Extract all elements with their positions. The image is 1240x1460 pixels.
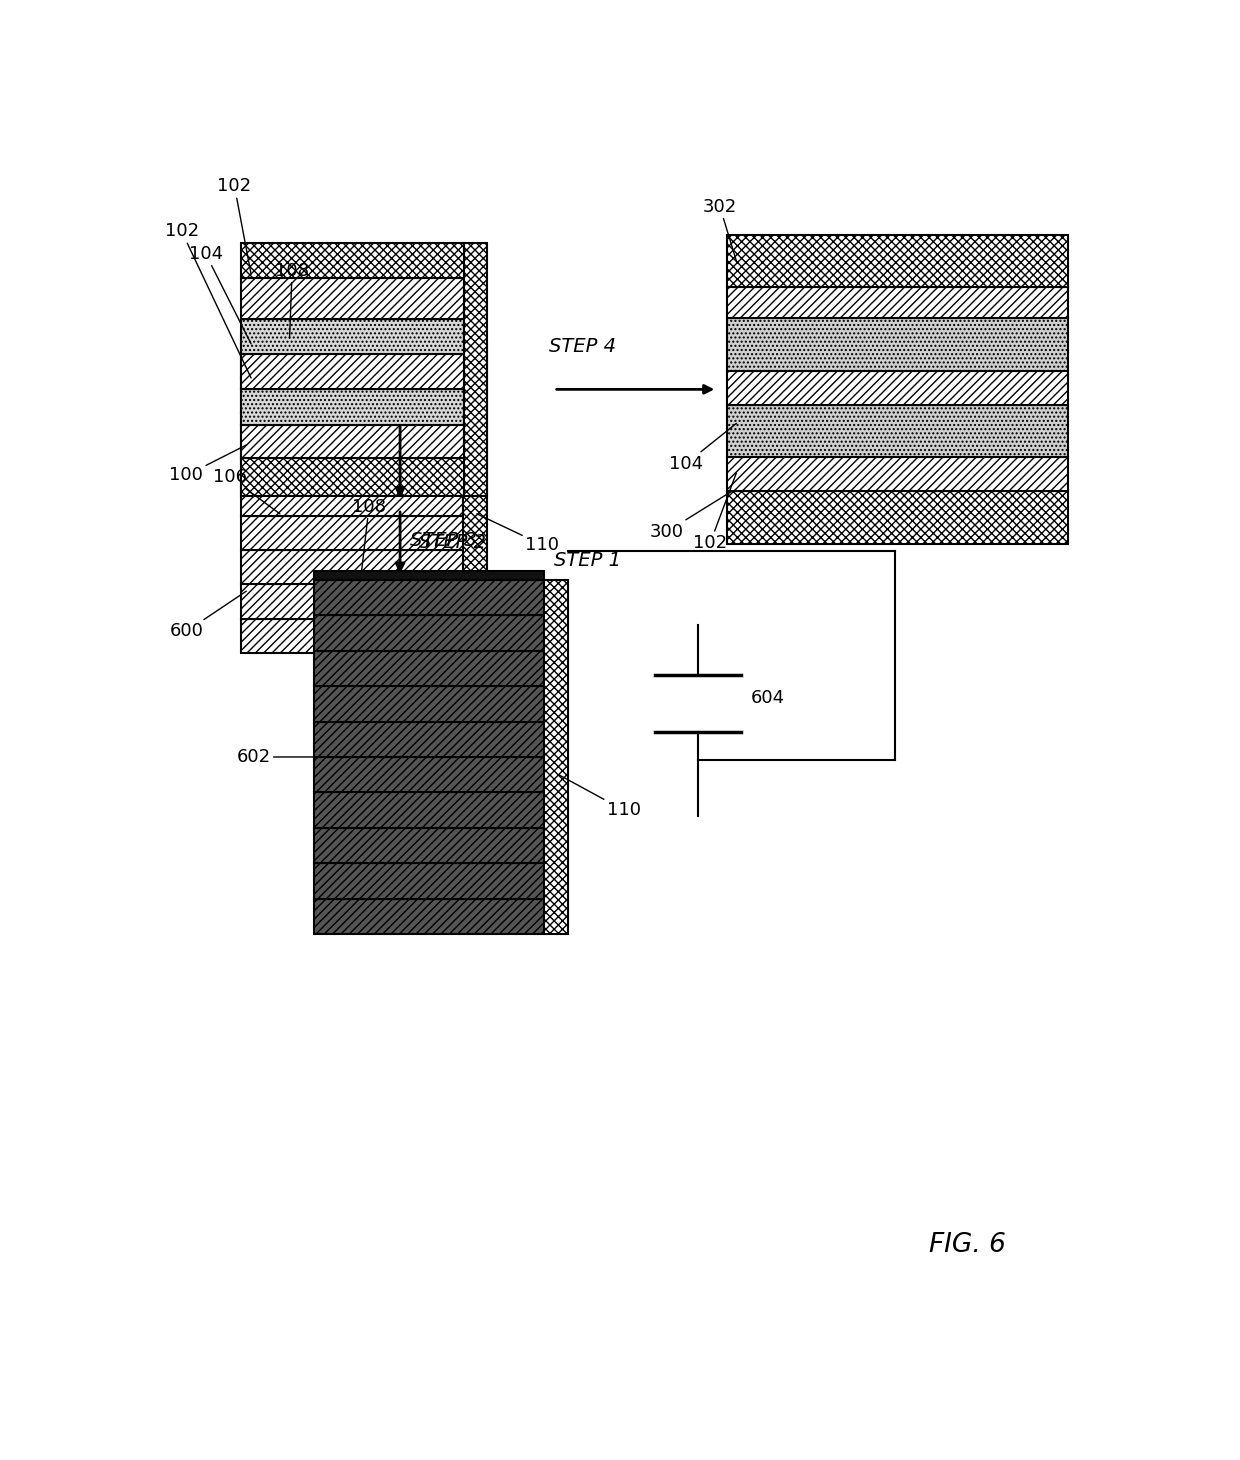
Bar — [314, 793, 544, 828]
Bar — [727, 371, 1068, 404]
Text: STEP 2: STEP 2 — [419, 533, 486, 552]
Bar — [242, 619, 464, 653]
Bar — [727, 235, 1068, 288]
Text: 110: 110 — [477, 514, 559, 553]
Text: 100: 100 — [170, 445, 247, 485]
Text: 108: 108 — [352, 498, 386, 571]
Bar — [314, 580, 544, 615]
Bar — [314, 651, 544, 686]
Bar — [544, 580, 568, 934]
Bar — [242, 277, 465, 318]
Bar — [314, 898, 544, 934]
Bar — [242, 447, 464, 482]
Text: 604: 604 — [751, 689, 785, 707]
Bar — [242, 345, 464, 378]
Bar — [242, 515, 464, 550]
Text: 102: 102 — [217, 178, 252, 274]
Bar — [242, 550, 464, 584]
Text: 102: 102 — [693, 473, 737, 552]
Text: 108: 108 — [275, 261, 309, 339]
Text: STEP 3: STEP 3 — [409, 531, 476, 550]
Bar — [314, 571, 544, 580]
Bar — [727, 288, 1068, 318]
Text: 110: 110 — [559, 775, 641, 819]
Bar — [242, 336, 464, 343]
Bar — [464, 343, 486, 653]
Text: STEP 4: STEP 4 — [549, 337, 616, 356]
Bar — [314, 756, 544, 793]
Bar — [314, 863, 544, 898]
Text: 102: 102 — [165, 222, 250, 378]
Text: FIG. 6: FIG. 6 — [929, 1232, 1006, 1259]
Text: 104: 104 — [188, 245, 250, 343]
Bar — [242, 482, 464, 515]
Text: 104: 104 — [670, 423, 737, 473]
Bar — [242, 413, 464, 447]
Bar — [314, 721, 544, 756]
Bar — [242, 390, 465, 425]
Bar — [314, 828, 544, 863]
Bar — [727, 492, 1068, 545]
Bar — [242, 242, 465, 277]
Text: 300: 300 — [650, 492, 732, 540]
Bar — [242, 425, 465, 457]
Text: STEP 1: STEP 1 — [554, 550, 621, 569]
Bar — [242, 353, 465, 390]
Bar — [242, 584, 464, 619]
Text: 106: 106 — [213, 467, 280, 514]
Bar — [727, 457, 1068, 492]
Text: 602: 602 — [237, 748, 319, 766]
Bar — [242, 318, 465, 353]
Bar — [727, 318, 1068, 371]
Bar — [242, 457, 465, 495]
Bar — [314, 686, 544, 721]
Bar — [242, 378, 464, 413]
Text: 600: 600 — [170, 591, 247, 641]
Bar — [465, 242, 486, 495]
Bar — [727, 404, 1068, 457]
Bar — [314, 615, 544, 651]
Text: 302: 302 — [703, 197, 737, 261]
